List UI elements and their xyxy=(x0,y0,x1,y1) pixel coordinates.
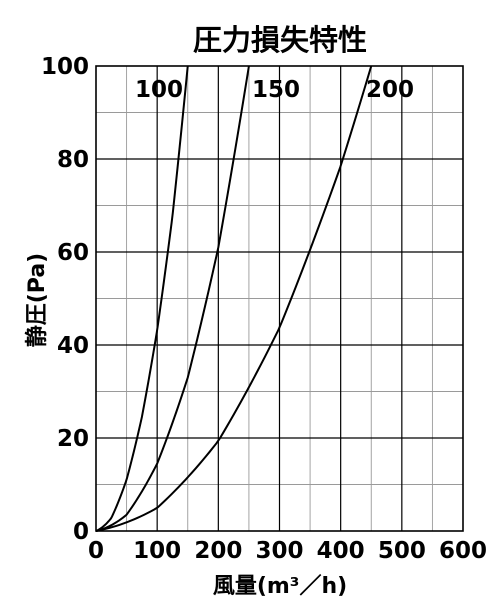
series-label-150: 150 xyxy=(252,77,300,103)
y-tick-label: 0 xyxy=(73,519,89,545)
x-tick-label: 500 xyxy=(378,538,426,564)
x-axis-label: 風量(m³／h) xyxy=(213,574,347,599)
y-tick-label: 20 xyxy=(57,426,89,452)
x-tick-label: 100 xyxy=(133,538,181,564)
y-axis-label: 静圧(Pa) xyxy=(24,253,50,348)
plot-frame xyxy=(95,65,464,532)
series-line-200 xyxy=(95,65,373,532)
x-tick-label: 300 xyxy=(255,538,303,564)
series-lines xyxy=(95,65,373,532)
y-tick-label: 100 xyxy=(41,54,89,80)
series-label-100: 100 xyxy=(135,77,183,103)
y-tick-label: 40 xyxy=(57,333,89,359)
x-tick-label: 600 xyxy=(439,538,487,564)
y-tick-label: 80 xyxy=(57,147,89,173)
x-tick-label: 400 xyxy=(317,538,365,564)
series-labels: 100 150 200 xyxy=(135,77,414,103)
major-grid xyxy=(96,66,463,531)
series-label-200: 200 xyxy=(366,77,414,103)
x-tick-label: 0 xyxy=(88,538,104,564)
y-tick-labels: 0 20 40 60 80 100 xyxy=(41,54,89,545)
x-tick-label: 200 xyxy=(194,538,242,564)
x-tick-labels: 0 100 200 300 400 500 600 xyxy=(88,538,487,564)
series-line-150 xyxy=(95,65,250,532)
chart-title: 圧力損失特性 xyxy=(193,23,367,57)
y-tick-label: 60 xyxy=(57,240,89,266)
series-line-100 xyxy=(95,65,189,532)
